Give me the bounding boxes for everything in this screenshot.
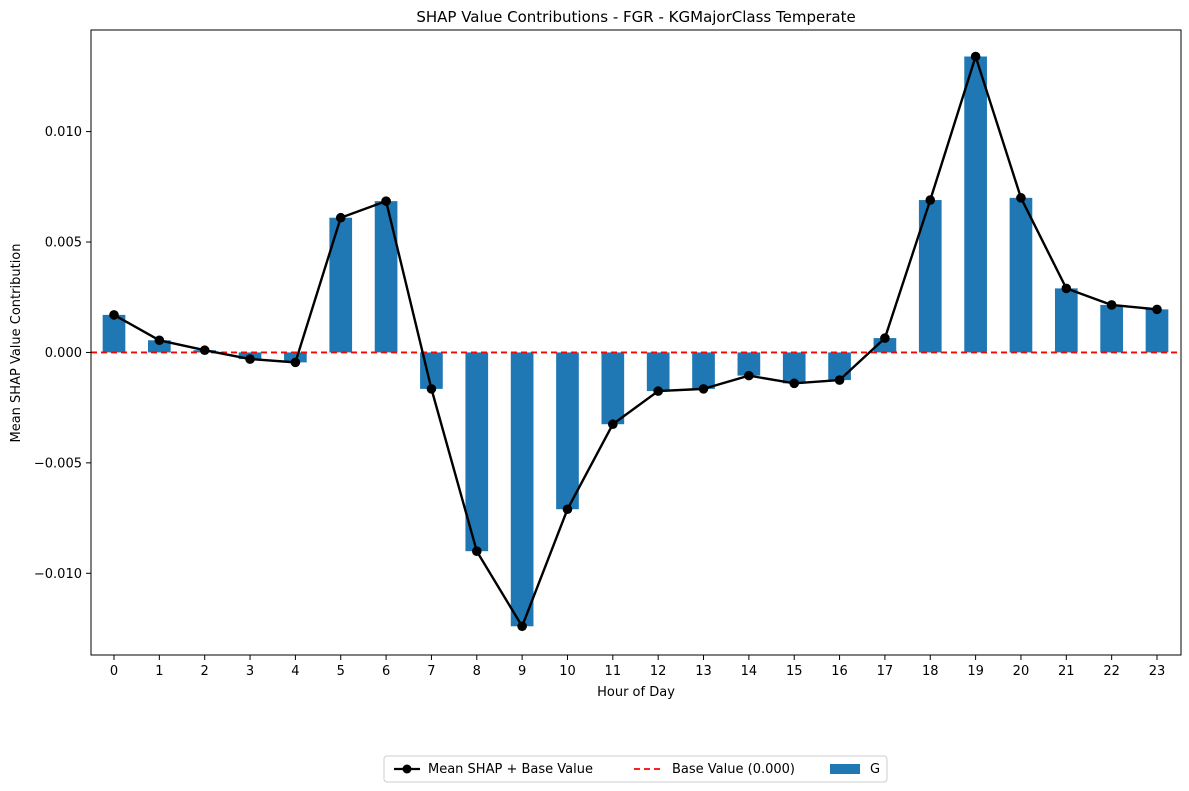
bar-hour-0 <box>102 314 126 353</box>
bar-hour-8 <box>465 352 489 552</box>
x-tick-label: 9 <box>518 664 526 679</box>
bar-hour-21 <box>1054 288 1078 353</box>
x-tick-label: 16 <box>831 664 848 679</box>
y-tick-label: 0.000 <box>45 346 82 361</box>
bar-hour-23 <box>1145 309 1169 353</box>
mean-shap-point-hour-23 <box>1152 304 1162 315</box>
mean-shap-point-hour-9 <box>517 621 527 632</box>
mean-shap-point-hour-0 <box>109 310 119 320</box>
mean-shap-point-hour-20 <box>1016 193 1026 203</box>
bars-layer <box>102 56 1169 627</box>
y-axis-title: Mean SHAP Value Contribution <box>9 244 24 443</box>
mean-shap-point-hour-3 <box>245 354 255 364</box>
mean-shap-point-hour-22 <box>1106 300 1117 310</box>
line-layer <box>109 51 1162 632</box>
bar-hour-6 <box>374 201 398 353</box>
bar-hour-20 <box>1009 197 1033 353</box>
bar-hour-11 <box>601 352 625 425</box>
x-tick-label: 14 <box>741 664 758 679</box>
legend-label-bar: G <box>870 762 880 777</box>
x-tick-label: 20 <box>1013 664 1030 679</box>
mean-shap-point-hour-16 <box>834 375 845 385</box>
x-tick-label: 19 <box>967 664 984 679</box>
legend: Mean SHAP + Base Value Base Value (0.000… <box>383 755 888 783</box>
bar-hour-13 <box>692 352 715 389</box>
x-tick-label: 10 <box>559 664 576 679</box>
y-axis: −0.010 −0.005 0.000 0.005 0.010 <box>34 125 91 582</box>
mean-shap-point-hour-7 <box>426 384 437 394</box>
mean-shap-point-hour-18 <box>925 195 936 205</box>
bar-hour-19 <box>964 56 987 353</box>
x-tick-label: 18 <box>922 664 939 679</box>
mean-shap-point-hour-8 <box>471 546 482 557</box>
mean-shap-point-hour-12 <box>653 386 663 396</box>
x-tick-label: 12 <box>650 664 667 679</box>
legend-marker-swatch <box>402 764 412 774</box>
x-tick-label: 0 <box>110 664 118 679</box>
bar-hour-1 <box>148 340 171 353</box>
x-tick-label: 11 <box>605 664 622 679</box>
y-tick-label: −0.005 <box>34 456 82 471</box>
x-tick-label: 7 <box>427 664 435 679</box>
x-tick-label: 6 <box>382 664 390 679</box>
bar-hour-16 <box>828 352 851 381</box>
bar-hour-15 <box>782 352 806 384</box>
mean-shap-point-hour-5 <box>335 212 346 223</box>
x-tick-label: 22 <box>1103 664 1120 679</box>
mean-shap-line <box>113 55 1158 628</box>
chart-title: SHAP Value Contributions - FGR - KGMajor… <box>416 8 855 26</box>
mean-shap-point-hour-10 <box>562 504 573 515</box>
mean-shap-point-hour-13 <box>698 384 709 394</box>
x-axis-title: Hour of Day <box>597 685 675 700</box>
x-tick-label: 17 <box>877 664 894 679</box>
x-tick-label: 5 <box>337 664 345 679</box>
x-tick-label: 1 <box>155 664 163 679</box>
mean-shap-point-hour-4 <box>290 357 301 368</box>
plot-frame <box>90 29 1182 656</box>
bar-hour-17 <box>873 338 897 353</box>
bar-hour-5 <box>329 217 353 353</box>
bar-hour-4 <box>284 352 307 363</box>
bar-hour-22 <box>1100 304 1123 353</box>
mean-shap-point-hour-19 <box>970 51 981 62</box>
legend-label-base: Base Value (0.000) <box>672 762 795 777</box>
mean-shap-point-hour-21 <box>1061 283 1072 294</box>
mean-shap-point-hour-14 <box>744 370 754 381</box>
bar-hour-12 <box>646 352 670 392</box>
x-tick-label: 4 <box>291 664 299 679</box>
x-tick-label: 21 <box>1058 664 1075 679</box>
x-tick-label: 23 <box>1149 664 1166 679</box>
mean-shap-point-hour-17 <box>880 333 890 343</box>
x-tick-label: 8 <box>473 664 481 679</box>
x-tick-label: 2 <box>201 664 209 679</box>
mean-shap-point-hour-1 <box>154 335 165 346</box>
x-axis: 0 1 2 3 4 5 6 7 8 9 10 11 12 13 14 15 16 17 18 19 20 21 22 23 <box>110 655 1165 679</box>
y-tick-label: 0.010 <box>45 125 82 140</box>
bar-hour-18 <box>918 200 942 353</box>
x-tick-label: 15 <box>786 664 803 679</box>
x-tick-label: 3 <box>246 664 254 679</box>
mean-shap-point-hour-11 <box>608 419 618 430</box>
bar-hour-10 <box>556 352 579 510</box>
mean-shap-point-hour-6 <box>381 196 391 206</box>
mean-shap-point-hour-2 <box>199 345 210 356</box>
bar-hour-9 <box>510 352 534 627</box>
bar-hour-14 <box>737 352 761 376</box>
legend-bar-swatch <box>830 764 860 774</box>
x-tick-label: 13 <box>695 664 712 679</box>
y-tick-label: −0.010 <box>34 567 82 582</box>
y-tick-label: 0.005 <box>45 236 82 251</box>
mean-shap-point-hour-15 <box>789 378 800 389</box>
legend-label-line: Mean SHAP + Base Value <box>428 762 593 777</box>
